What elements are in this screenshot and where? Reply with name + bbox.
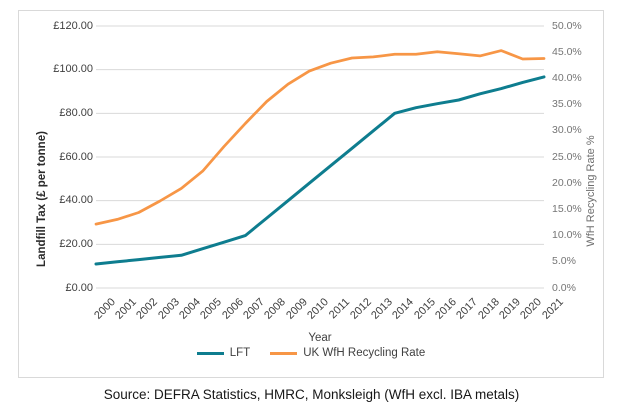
legend-item-lft: LFT	[196, 347, 251, 359]
right-tick-label: 15.0%	[552, 202, 582, 215]
x-axis-title: Year	[308, 332, 332, 344]
legend: LFT UK WfH Recycling Rate	[19, 347, 603, 359]
chart-area: £0.00 £20.00 £40.00 £60.00 £80.00 £100.00 £120…	[18, 10, 604, 378]
series-line-uk-wfh-recycling-rate	[94, 49, 546, 226]
legend-item-recycling-rate: UK WfH Recycling Rate	[270, 347, 425, 359]
right-tick-label: 0.0%	[552, 281, 576, 294]
right-tick-label: 20.0%	[552, 176, 582, 189]
source-caption: Source: DEFRA Statistics, HMRC, Monkslei…	[103, 387, 520, 402]
left-tick-label: £100.00	[53, 63, 93, 76]
right-tick-label: 10.0%	[552, 229, 582, 242]
left-tick-label: £40.00	[59, 194, 93, 207]
right-tick-label: 45.0%	[552, 45, 582, 58]
legend-label-lft: LFT	[229, 347, 251, 359]
right-tick-label: 35.0%	[552, 98, 582, 111]
right-tick-label: 50.0%	[552, 19, 582, 32]
right-tick-label: 40.0%	[552, 71, 582, 84]
lft-line-swatch	[196, 351, 224, 355]
left-tick-label: £0.00	[65, 281, 93, 294]
left-axis-title: Landfill Tax (£ per tonne)	[36, 131, 48, 267]
right-axis-title: WfH Recycling Rate %	[585, 135, 597, 247]
legend-label-recycling-rate: UK WfH Recycling Rate	[303, 347, 426, 359]
plot-lines	[94, 25, 546, 289]
right-tick-label: 25.0%	[552, 150, 582, 163]
right-tick-label: 30.0%	[552, 124, 582, 137]
left-tick-label: £60.00	[59, 150, 93, 163]
left-tick-label: £20.00	[59, 237, 93, 250]
left-tick-label: £80.00	[59, 106, 93, 119]
recycling-rate-line-swatch	[270, 351, 298, 355]
right-tick-label: 5.0%	[552, 255, 576, 268]
left-tick-label: £120.00	[53, 19, 93, 32]
series-line-lft	[94, 75, 546, 266]
